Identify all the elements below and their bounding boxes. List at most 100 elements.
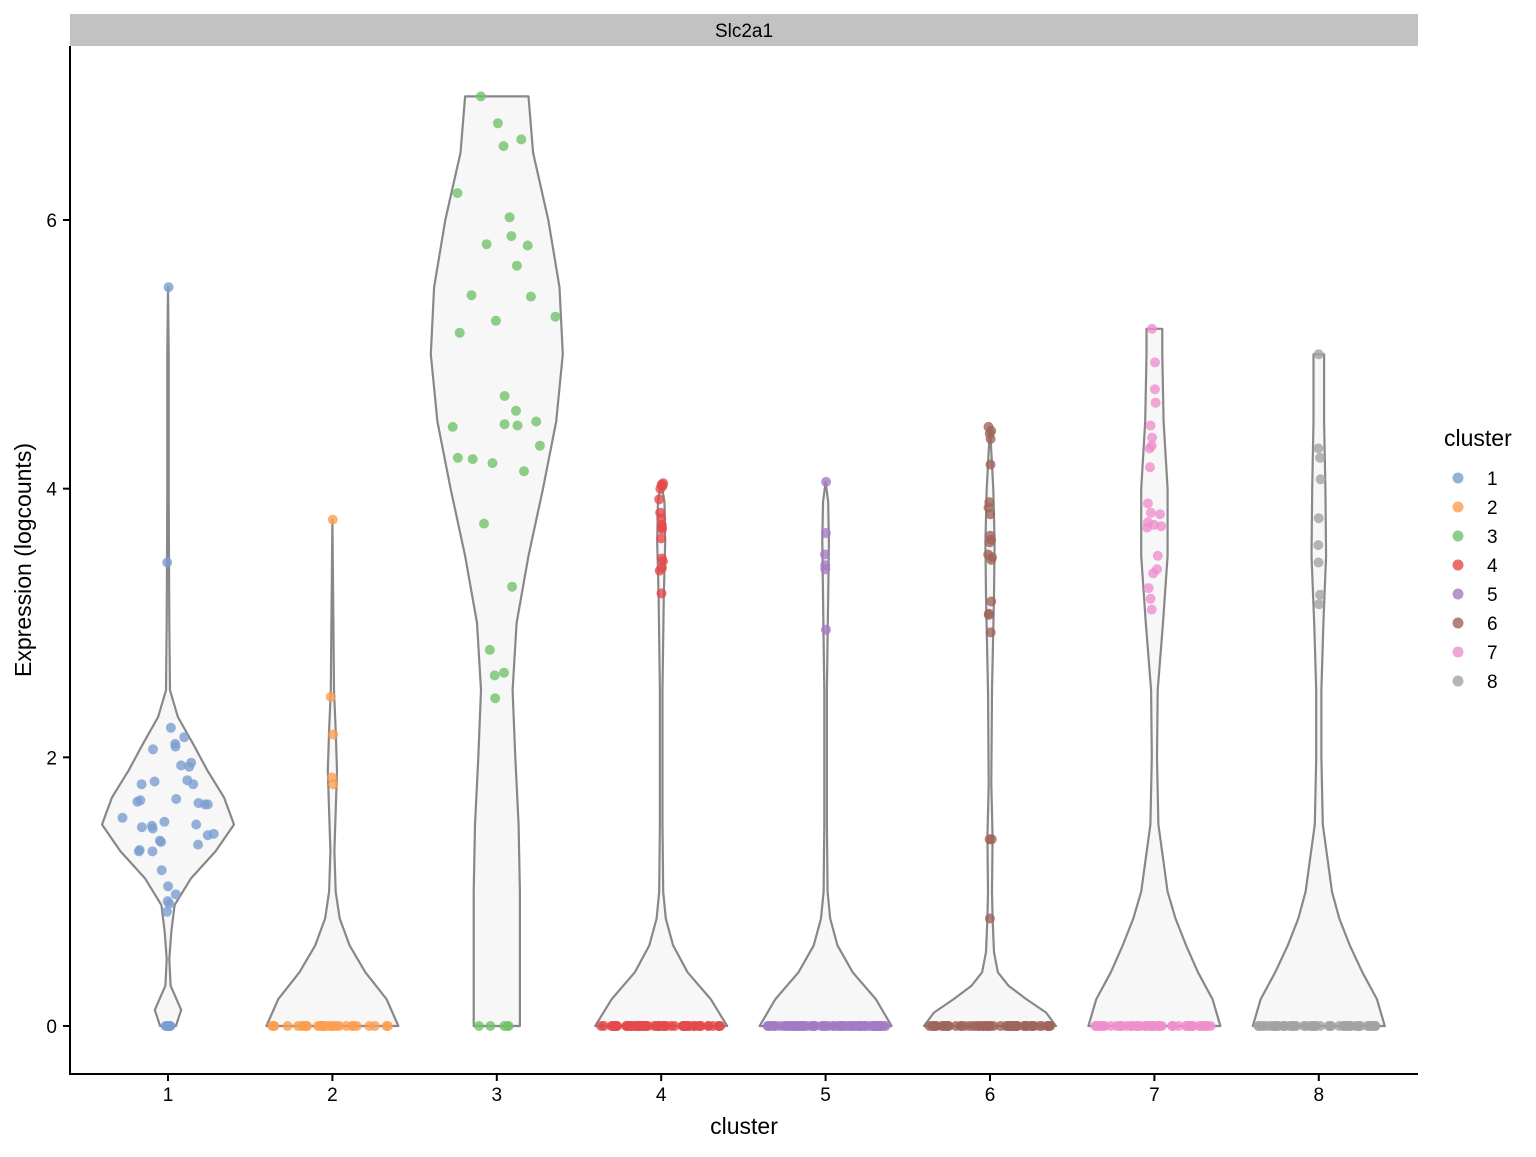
legend-label-5: 5 (1487, 585, 1498, 606)
point-cluster-1 (164, 898, 175, 909)
point-cluster-7 (1150, 397, 1161, 408)
point-cluster-5 (799, 1021, 810, 1031)
point-cluster-6 (1003, 1021, 1014, 1031)
point-cluster-7 (1145, 593, 1156, 604)
y-tick-label: 4 (46, 480, 57, 501)
point-cluster-1 (160, 1021, 171, 1031)
point-cluster-1 (188, 779, 199, 790)
point-cluster-7 (1156, 521, 1167, 532)
x-axis-ticks: 1 2 3 4 5 6 7 8 (163, 1074, 1324, 1106)
point-cluster-6 (986, 596, 997, 607)
violin-cluster-5 (758, 480, 893, 1028)
point-cluster-7 (1167, 1021, 1178, 1031)
point-cluster-7 (1154, 1021, 1165, 1031)
legend-key-5 (1452, 588, 1464, 600)
point-cluster-2 (325, 691, 336, 702)
point-cluster-6 (927, 1021, 938, 1031)
violins-layer (100, 95, 1386, 1028)
legend-label-8: 8 (1487, 672, 1498, 693)
point-cluster-3 (492, 118, 503, 129)
point-cluster-3 (484, 644, 495, 655)
point-cluster-7 (1145, 420, 1156, 431)
point-cluster-7 (1144, 443, 1155, 454)
x-tick-label: 2 (327, 1085, 338, 1106)
point-cluster-3 (502, 1021, 513, 1031)
legend-key-1 (1452, 472, 1464, 484)
facet-title: Slc2a1 (715, 21, 773, 42)
point-cluster-8 (1272, 1021, 1282, 1031)
point-cluster-3 (499, 667, 509, 678)
legend: 1 2 3 4 5 6 7 8 (1452, 469, 1498, 693)
point-cluster-8 (1313, 349, 1324, 360)
point-cluster-7 (1152, 550, 1163, 561)
point-cluster-2 (347, 1021, 358, 1031)
x-tick-label: 3 (492, 1085, 503, 1106)
point-cluster-8 (1284, 1021, 1295, 1031)
point-cluster-7 (1145, 462, 1155, 473)
point-cluster-8 (1313, 540, 1324, 551)
point-cluster-5 (870, 1021, 881, 1031)
y-tick-label: 2 (46, 748, 57, 769)
x-tick-label: 4 (656, 1085, 667, 1106)
legend-label-2: 2 (1487, 498, 1498, 519)
point-cluster-6 (974, 1021, 985, 1031)
point-cluster-3 (516, 134, 527, 145)
legend-key-4 (1452, 559, 1464, 571)
point-cluster-1 (163, 282, 174, 293)
point-cluster-1 (133, 846, 144, 857)
point-cluster-7 (1105, 1021, 1116, 1031)
point-cluster-8 (1313, 513, 1324, 524)
point-cluster-3 (499, 419, 510, 430)
point-cluster-3 (447, 421, 458, 432)
point-cluster-6 (1012, 1021, 1023, 1031)
point-cluster-7 (1145, 1021, 1156, 1031)
y-tick-label: 6 (46, 211, 57, 232)
point-cluster-6 (985, 434, 996, 444)
point-cluster-3 (481, 239, 492, 250)
point-cluster-4 (639, 1021, 650, 1031)
point-cluster-2 (302, 1021, 312, 1031)
point-cluster-8 (1291, 1021, 1302, 1031)
point-cluster-4 (680, 1021, 691, 1031)
point-cluster-2 (328, 779, 339, 790)
point-cluster-2 (268, 1021, 279, 1031)
point-cluster-3 (507, 581, 518, 592)
legend-key-6 (1452, 617, 1464, 629)
point-cluster-7 (1205, 1021, 1216, 1031)
point-cluster-1 (202, 830, 213, 841)
point-cluster-6 (1036, 1021, 1047, 1031)
point-cluster-2 (293, 1021, 303, 1031)
point-cluster-3 (534, 440, 545, 451)
point-cluster-5 (845, 1021, 856, 1031)
point-cluster-8 (1313, 443, 1324, 454)
point-cluster-6 (984, 913, 995, 924)
point-cluster-4 (628, 1021, 639, 1031)
point-cluster-6 (983, 609, 994, 620)
point-cluster-6 (956, 1021, 967, 1031)
point-cluster-3 (452, 452, 463, 463)
point-cluster-1 (176, 760, 187, 771)
point-cluster-2 (328, 729, 339, 740)
point-cluster-7 (1147, 323, 1157, 334)
point-cluster-1 (159, 816, 170, 827)
point-cluster-7 (1150, 357, 1160, 368)
point-cluster-6 (984, 834, 995, 845)
point-cluster-3 (550, 311, 561, 322)
point-cluster-2 (327, 514, 338, 525)
point-cluster-1 (136, 779, 147, 790)
point-cluster-3 (474, 1021, 484, 1031)
point-cluster-1 (161, 906, 172, 917)
point-cluster-3 (452, 188, 463, 199)
point-cluster-3 (498, 141, 509, 152)
point-cluster-2 (282, 1021, 293, 1031)
point-cluster-6 (1029, 1021, 1040, 1031)
points-layer (117, 91, 1381, 1031)
point-cluster-1 (148, 744, 158, 755)
point-cluster-1 (149, 776, 160, 787)
point-cluster-3 (487, 458, 498, 469)
point-cluster-4 (655, 483, 666, 494)
point-cluster-4 (598, 1021, 609, 1031)
point-cluster-7 (1142, 522, 1153, 533)
point-cluster-8 (1308, 1021, 1319, 1031)
